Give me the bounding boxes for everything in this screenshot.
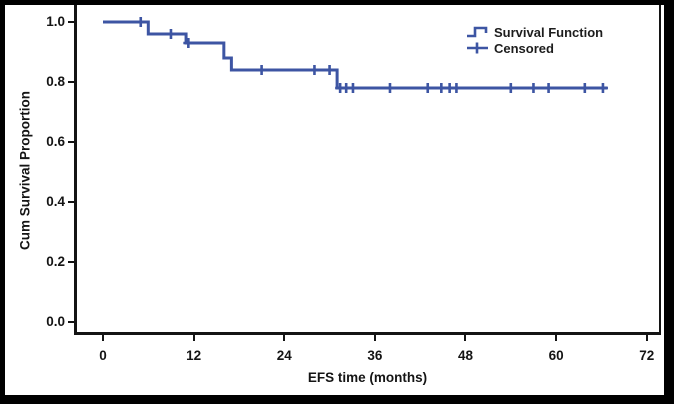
km-chart: 0 12 24 36 48 60 72 0.0 0.2 0.4 0.6 0.8 1.0 Cum Surv… (5, 5, 664, 395)
censored-mark (451, 83, 462, 93)
censored-mark (505, 83, 516, 93)
x-axis-title: EFS time (months) (307, 370, 428, 385)
legend: Survival Function Censored (466, 24, 603, 56)
censored-mark (135, 17, 146, 27)
y-tick-label: 0.4 (46, 194, 65, 209)
x-axis-tick (555, 335, 558, 341)
x-tick-label: 36 (367, 348, 383, 363)
censored-mark (165, 29, 176, 39)
y-tick-label: 0.0 (46, 314, 65, 329)
censored-mark (422, 83, 433, 93)
censored-mark (597, 83, 608, 93)
censored-mark (347, 83, 358, 93)
y-axis-title: Cum Survival Proportion (17, 90, 33, 250)
y-axis-tick (68, 321, 74, 323)
x-tick-label: 0 (99, 348, 107, 363)
x-tick-label: 48 (457, 348, 473, 363)
y-axis-tick (68, 21, 74, 23)
censored-mark (309, 65, 320, 75)
x-axis-tick (283, 335, 286, 341)
y-tick-label: 0.8 (46, 74, 65, 89)
y-tick-label: 0.2 (46, 254, 65, 269)
legend-label-survival: Survival Function (494, 24, 604, 40)
legend-entry-survival: Survival Function (466, 24, 603, 40)
x-axis-tick (373, 335, 376, 341)
x-tick-label: 24 (276, 348, 292, 363)
y-axis-tick (68, 261, 74, 263)
plus-icon (467, 42, 488, 54)
y-axis-tick (68, 141, 74, 143)
x-tick-label: 12 (186, 348, 202, 363)
y-axis-tick (68, 201, 74, 203)
x-axis-tick (192, 335, 195, 341)
x-axis-tick (645, 335, 648, 341)
y-axis-tick (68, 81, 74, 83)
step-line-icon (467, 26, 488, 38)
censored-mark (324, 65, 335, 75)
censored-mark (543, 83, 554, 93)
survival-curve-svg (103, 17, 608, 93)
censored-mark (384, 83, 395, 93)
x-axis-tick (464, 335, 467, 341)
y-tick-label: 1.0 (46, 14, 65, 29)
legend-label-censored: Censored (494, 40, 554, 56)
x-tick-label: 72 (639, 348, 655, 363)
legend-entry-censored: Censored (466, 40, 603, 56)
censored-mark (183, 38, 194, 48)
y-tick-label: 0.6 (46, 134, 65, 149)
x-tick-label: 60 (548, 348, 564, 363)
censored-mark (528, 83, 539, 93)
x-axis-tick (102, 335, 104, 341)
censored-mark (256, 65, 267, 75)
survival-step-curve (103, 20, 608, 90)
plot-area (74, 5, 661, 335)
censored-mark (579, 83, 590, 93)
